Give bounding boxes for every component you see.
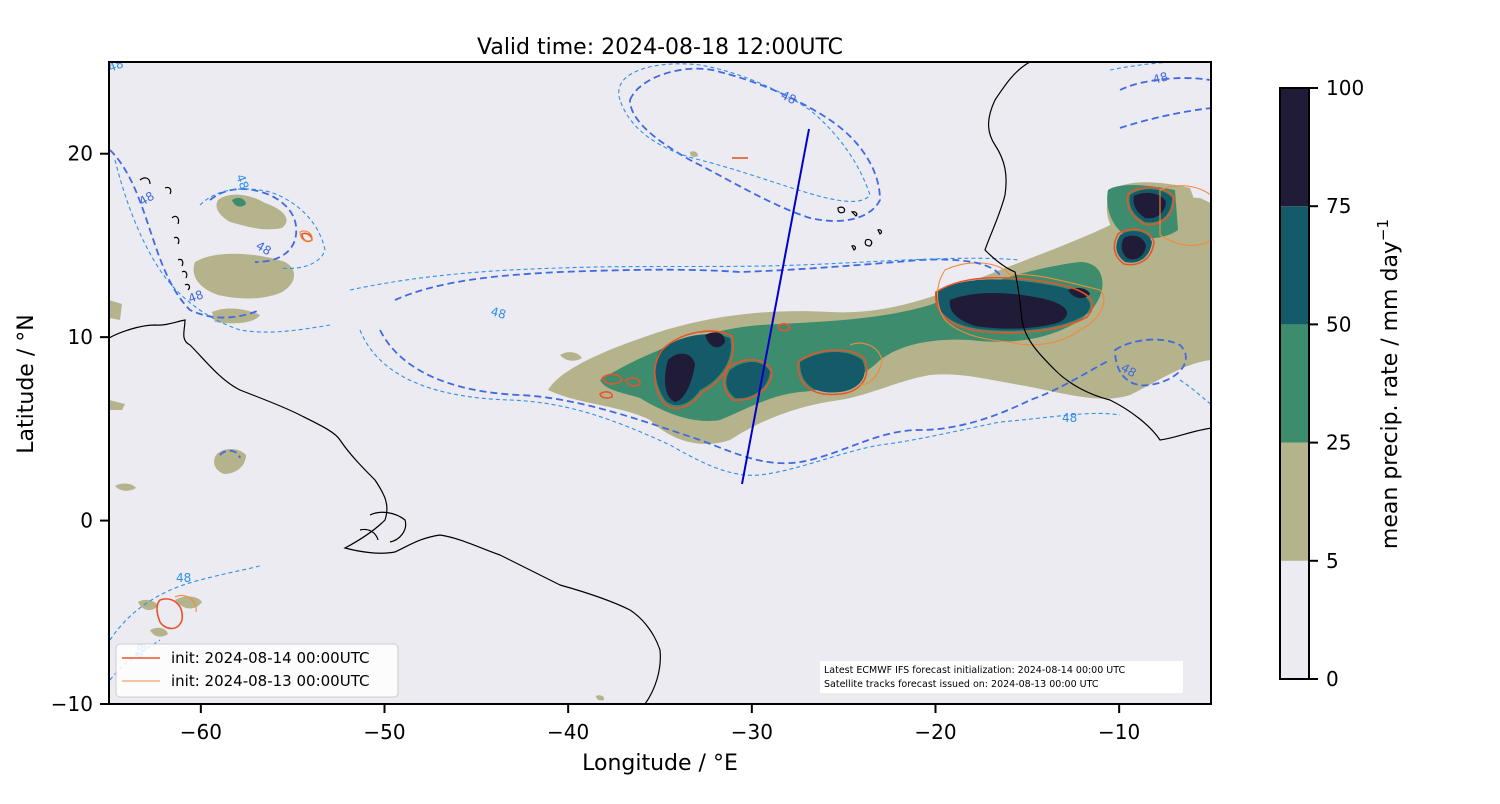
legend: init: 2024-08-14 00:00UTC init: 2024-08-…	[115, 643, 399, 698]
contour-label: 48	[1151, 69, 1169, 86]
colorbar-segment	[1280, 324, 1309, 443]
colorbar-frame	[1279, 87, 1310, 680]
colorbar: 0 5 25 50 75 100	[1279, 76, 1364, 691]
cape-verde-islands	[837, 206, 883, 251]
colorbar-tick-label: 25	[1326, 431, 1351, 455]
x-tick-label: −30	[731, 720, 773, 744]
x-tick-label: −20	[914, 720, 956, 744]
contour-label: 48	[233, 172, 251, 191]
contour-label: 48	[137, 189, 157, 209]
caribbean-islands	[139, 177, 191, 291]
info-line-satellite: Satellite tracks forecast issued on: 202…	[824, 679, 1099, 690]
info-box-background	[820, 661, 1183, 693]
colorbar-tick-label: 0	[1326, 667, 1339, 691]
amazon-delta	[359, 511, 407, 543]
x-tick-label: −40	[547, 720, 589, 744]
contour-label: 48	[779, 88, 799, 107]
africa-coastline	[984, 62, 1211, 441]
y-axis-ticks: 20 10 0 −10	[51, 142, 109, 716]
contour-lines-dark	[109, 67, 1211, 465]
colorbar-label-superscript: −1	[1374, 219, 1392, 241]
init-0813-contours	[174, 185, 1211, 613]
colorbar-tick-label: 100	[1326, 76, 1364, 100]
colorbar-label-text: mean precip. rate / mm day	[1378, 241, 1403, 549]
colorbar-segment	[1280, 442, 1309, 561]
contour-label: 48	[1119, 360, 1139, 380]
contour-label: 48	[186, 287, 205, 305]
legend-entry-0814: init: 2024-08-14 00:00UTC	[171, 649, 369, 667]
colorbar-segment	[1280, 206, 1309, 325]
info-box: Latest ECMWF IFS forecast initialization…	[820, 661, 1183, 693]
x-tick-label: −50	[363, 720, 405, 744]
x-tick-label: −60	[180, 720, 222, 744]
map-title: Valid time: 2024-08-18 12:00UTC	[477, 35, 843, 60]
x-axis-label: Longitude / °E	[582, 751, 738, 776]
info-line-forecast: Latest ECMWF IFS forecast initialization…	[824, 665, 1125, 676]
colorbar-segment	[1280, 88, 1309, 207]
map-frame	[108, 61, 1212, 705]
contour-lines-light	[109, 62, 1211, 681]
y-tick-label: 0	[80, 509, 93, 533]
contour-label: 48	[1062, 411, 1077, 425]
contour-label: 48	[489, 304, 507, 321]
legend-box	[115, 643, 399, 698]
legend-entry-0813: init: 2024-08-13 00:00UTC	[171, 672, 369, 690]
precip-field-75-100	[664, 192, 1166, 402]
x-tick-label: −10	[1098, 720, 1140, 744]
satellite-track	[741, 128, 810, 485]
contour-label: 48	[254, 238, 274, 258]
colorbar-tick-label: 5	[1326, 549, 1339, 573]
colorbar-segment	[1280, 560, 1309, 679]
colorbar-label: mean precip. rate / mm day−1	[1374, 219, 1403, 549]
y-tick-label: 10	[68, 325, 93, 349]
map-content: 48 48 48 48 48 48 48 48 48 48 48 48 init…	[109, 62, 1211, 704]
south-america-coastline	[109, 319, 661, 704]
contour-label: 48	[176, 571, 191, 585]
y-tick-label: 20	[68, 142, 93, 166]
y-axis-label: Latitude / °N	[14, 314, 39, 453]
colorbar-tick-label: 75	[1326, 194, 1351, 218]
colorbar-tick-label: 50	[1326, 312, 1351, 336]
coastlines	[109, 62, 1211, 704]
x-axis-ticks: −60 −50 −40 −30 −20 −10	[180, 704, 1140, 744]
y-tick-label: −10	[51, 692, 93, 716]
